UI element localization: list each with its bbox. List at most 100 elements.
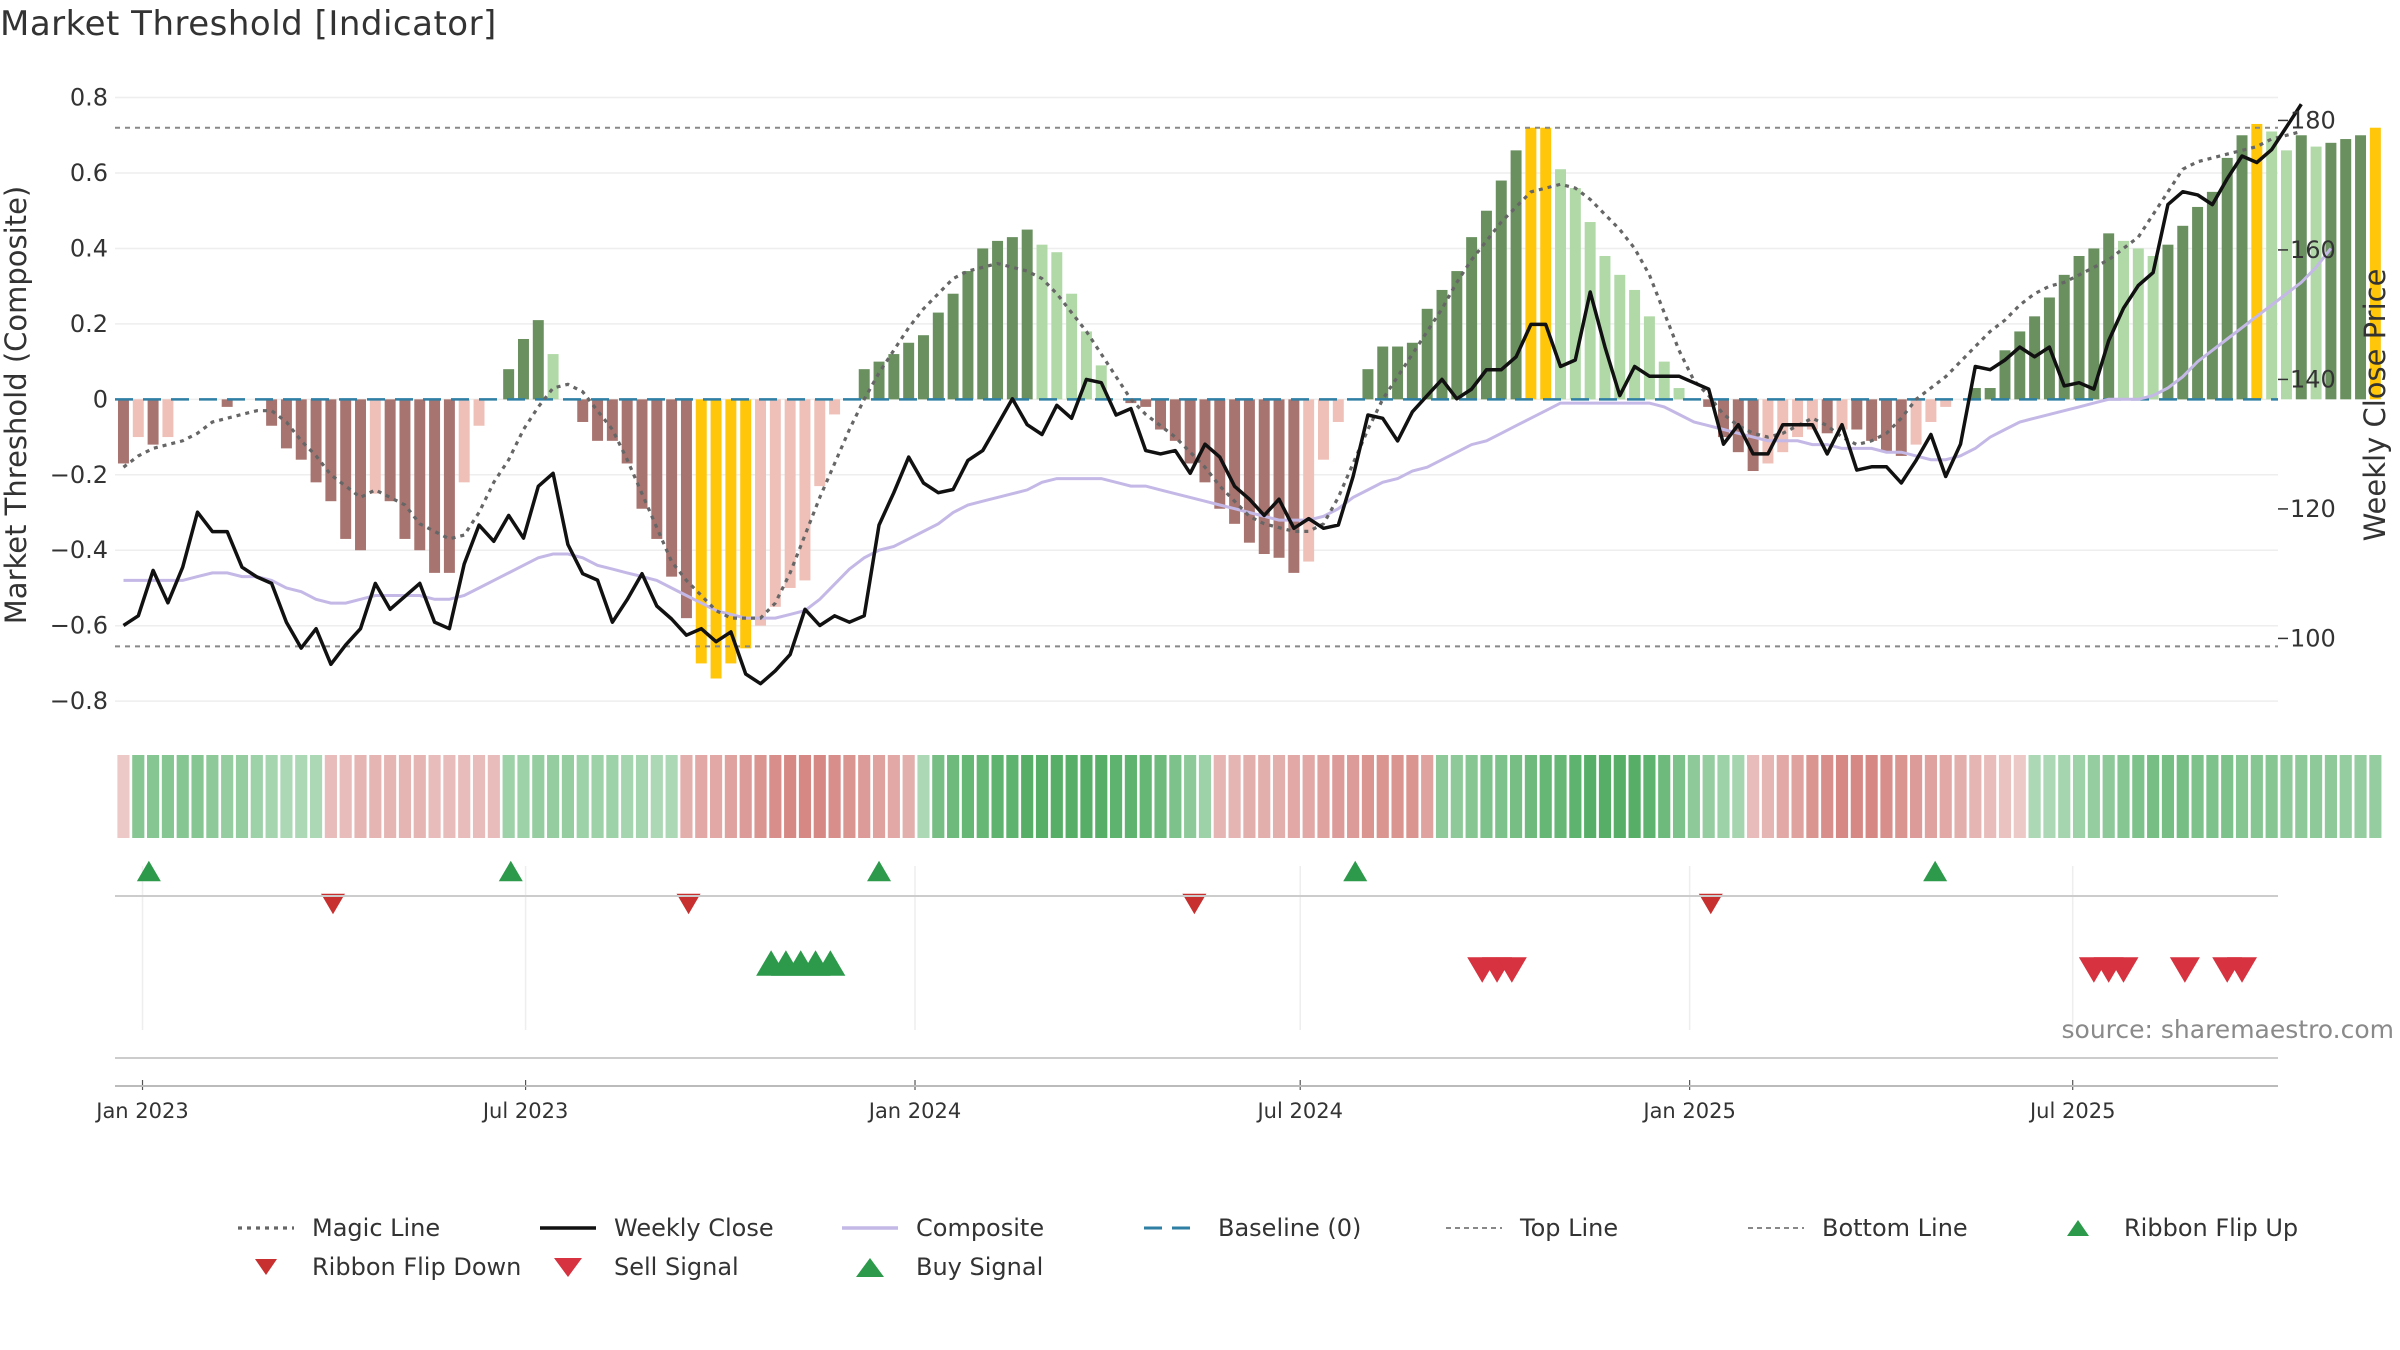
ribbon-flip-down-marker	[320, 893, 345, 915]
threshold-bar	[1332, 399, 1344, 422]
x-tick-label: Jan 2024	[867, 1099, 962, 1123]
right-tick-label: 160	[2290, 236, 2336, 264]
ribbon-cell	[191, 755, 204, 838]
legend-label: Bottom Line	[1822, 1213, 1968, 1242]
threshold-bar	[1969, 388, 1981, 400]
ribbon-cell	[369, 755, 382, 838]
ribbon-cell	[1850, 755, 1863, 838]
ribbon-cell	[1184, 755, 1197, 838]
ribbon-cell	[932, 755, 945, 838]
ribbon-cell	[1213, 755, 1226, 838]
ribbon-cell	[1806, 755, 1819, 838]
threshold-bar	[1718, 399, 1729, 438]
ribbon-flip-up-marker	[1923, 860, 1948, 882]
ribbon-cell	[1050, 755, 1063, 838]
ribbon-cell	[2369, 755, 2382, 838]
ribbon-cell	[902, 755, 915, 838]
ribbon-cell	[384, 755, 397, 838]
threshold-bar	[1051, 252, 1063, 400]
threshold-bar	[962, 271, 974, 400]
legend-item-baseline: Baseline (0)	[1142, 1214, 1444, 1242]
ribbon-cell	[1510, 755, 1523, 838]
ribbon-cell	[2102, 755, 2115, 838]
ribbon-cell	[2043, 755, 2056, 838]
ribbon-cell	[2295, 755, 2308, 838]
legend-row-1: Magic Line Weekly Close Composite Baseline …	[236, 1208, 2386, 1247]
signal-markers	[136, 860, 2258, 983]
buy-legend-swatch	[856, 1257, 884, 1277]
ribbon-cell	[754, 755, 767, 838]
threshold-bar	[399, 399, 411, 539]
threshold-bar	[577, 399, 589, 422]
legend-item-flip_up: Ribbon Flip Up	[2048, 1214, 2350, 1242]
ribbon-cell	[1998, 755, 2012, 838]
threshold-bar	[977, 248, 989, 400]
ribbon-cell	[798, 755, 812, 838]
ribbon-cell	[1006, 755, 1019, 838]
top-legend-swatch	[1446, 1226, 1502, 1229]
right-tick-label: 140	[2290, 365, 2336, 393]
threshold-bar	[829, 399, 841, 415]
ribbon-cell	[2087, 755, 2100, 838]
ribbon-cell	[1154, 755, 1167, 838]
ribbon-cell	[324, 755, 337, 838]
source-note: source: sharemaestro.com	[2061, 1015, 2395, 1044]
ribbon-cell	[1732, 755, 1745, 838]
chart-title: Market Threshold [Indicator]	[0, 4, 497, 44]
x-tick-label: Jul 2024	[1255, 1099, 1342, 1123]
ribbon-cell	[991, 755, 1004, 838]
threshold-bar	[1362, 369, 1374, 400]
ribbon-cell	[1776, 755, 1789, 838]
threshold-bar	[1999, 350, 2011, 400]
threshold-bar	[1673, 388, 1685, 400]
x-tick-label: Jul 2025	[2028, 1099, 2115, 1123]
ribbon-cell	[309, 755, 323, 838]
right-axis-title: Weekly Close Price	[2358, 269, 2392, 542]
composite-line	[123, 247, 2333, 620]
ribbon-cell	[339, 755, 352, 838]
ribbon-cell	[1435, 755, 1449, 838]
close-legend-swatch	[540, 1225, 596, 1230]
threshold-bar	[2295, 135, 2307, 400]
ribbon-cell	[1391, 755, 1404, 838]
threshold-bar	[1806, 399, 1818, 430]
ribbon-cell	[2235, 755, 2249, 838]
threshold-bar	[710, 399, 722, 679]
threshold-bar	[2206, 191, 2218, 400]
sell-signal-marker	[2227, 957, 2258, 983]
threshold-bars	[117, 123, 2381, 679]
threshold-bar	[2310, 146, 2322, 400]
ribbon-cell	[2310, 755, 2323, 838]
threshold-bar	[1599, 255, 1611, 400]
threshold-bar	[1747, 399, 1759, 472]
ribbon-cell	[1761, 755, 1775, 838]
threshold-bar	[310, 399, 322, 483]
ribbon-cell	[1258, 755, 1271, 838]
line-series	[115, 103, 2333, 686]
threshold-bar	[769, 399, 781, 607]
ribbon-cell	[724, 755, 737, 838]
sell-signal-marker	[2108, 957, 2139, 983]
legend-item-top: Top Line	[1444, 1214, 1746, 1242]
ribbon-cell	[1598, 755, 1612, 838]
ribbon-flip-up-marker	[136, 860, 161, 882]
ribbon-cell	[917, 755, 930, 838]
ribbon-cell	[1361, 755, 1375, 838]
threshold-bar	[651, 399, 663, 539]
ribbon-cell	[2265, 755, 2278, 838]
threshold-bar	[903, 342, 915, 400]
threshold-bar	[2177, 225, 2189, 400]
threshold-bar	[1199, 399, 1211, 483]
threshold-bar	[517, 338, 529, 400]
threshold-bar	[132, 399, 144, 438]
sell-signal-marker	[2169, 957, 2200, 983]
threshold-bar	[1984, 388, 1996, 400]
threshold-bar	[414, 399, 426, 551]
ribbon-cell	[1228, 755, 1241, 838]
ribbon-cell	[1717, 755, 1730, 838]
left-tick-label: 0	[93, 385, 108, 413]
ribbon-cell	[1628, 755, 1641, 838]
threshold-bar	[1584, 222, 1596, 400]
ribbon-cell	[2339, 755, 2352, 838]
